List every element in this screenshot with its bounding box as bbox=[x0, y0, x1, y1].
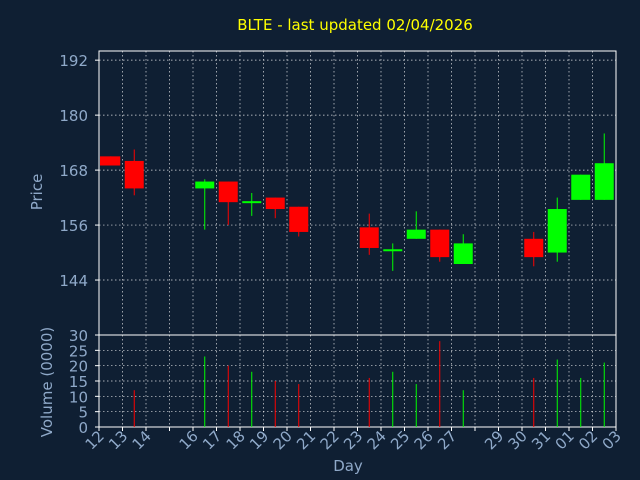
candle-body bbox=[359, 227, 379, 248]
volume-tick-label: 10 bbox=[69, 388, 88, 406]
day-tick-label: 27 bbox=[434, 427, 460, 453]
day-tick-label: 26 bbox=[411, 427, 437, 453]
volume-panel-frame bbox=[98, 334, 617, 428]
candle bbox=[453, 234, 473, 264]
price-grid bbox=[99, 51, 616, 335]
day-tick-label: 17 bbox=[199, 427, 225, 453]
volume-tick-label: 30 bbox=[69, 327, 88, 345]
price-tick-label: 168 bbox=[59, 162, 88, 180]
day-axis-label: Day bbox=[333, 457, 363, 475]
volume-tick-label: 15 bbox=[69, 373, 88, 391]
day-tick-label: 03 bbox=[599, 427, 625, 453]
candle bbox=[571, 174, 591, 200]
volume-tick-label: 20 bbox=[69, 358, 88, 376]
candle bbox=[547, 197, 567, 262]
candle bbox=[524, 231, 544, 267]
day-tick-label: 14 bbox=[129, 427, 155, 453]
chart-title: BLTE - last updated 02/04/2026 bbox=[237, 16, 473, 34]
day-tick-label: 22 bbox=[317, 427, 343, 453]
candle bbox=[195, 179, 215, 230]
candle bbox=[406, 211, 426, 239]
candle-body bbox=[124, 160, 144, 189]
candle bbox=[430, 229, 450, 262]
candle-body bbox=[265, 197, 285, 210]
day-tick-label: 16 bbox=[176, 427, 202, 453]
candle bbox=[100, 156, 121, 166]
candle-body bbox=[524, 238, 544, 258]
day-tick-label: 13 bbox=[105, 427, 131, 453]
candle-body bbox=[571, 174, 591, 200]
candle-body bbox=[242, 201, 262, 204]
candle bbox=[124, 149, 144, 196]
day-tick-label: 19 bbox=[246, 427, 272, 453]
day-tick-label: 20 bbox=[270, 427, 296, 453]
candle-body bbox=[195, 181, 215, 189]
candle-body bbox=[406, 229, 426, 239]
candle bbox=[218, 181, 238, 226]
day-tick-label: 23 bbox=[340, 427, 366, 453]
day-tick-label: 29 bbox=[481, 427, 507, 453]
price-tick-label: 144 bbox=[59, 272, 88, 290]
volume-axis-label: Volume (0000) bbox=[38, 327, 56, 437]
candle-body bbox=[289, 206, 309, 232]
price-tick-label: 156 bbox=[59, 217, 88, 235]
candle bbox=[383, 243, 403, 271]
day-tick-label: 01 bbox=[552, 427, 578, 453]
day-tick-label: 25 bbox=[387, 427, 413, 453]
day-tick-label: 21 bbox=[293, 427, 319, 453]
candle-body bbox=[430, 229, 450, 258]
day-tick-label: 18 bbox=[223, 427, 249, 453]
candle-body bbox=[594, 163, 614, 200]
candle-body bbox=[453, 243, 473, 264]
price-tick-label: 180 bbox=[59, 107, 88, 125]
candle bbox=[594, 133, 614, 200]
candle-body bbox=[218, 181, 238, 203]
day-tick-label: 31 bbox=[528, 427, 554, 453]
day-tick-label: 24 bbox=[364, 427, 390, 453]
candle-body bbox=[100, 156, 121, 166]
volume-tick-label: 0 bbox=[78, 419, 88, 437]
volume-tick-label: 5 bbox=[78, 404, 88, 422]
day-tick-label: 30 bbox=[505, 427, 531, 453]
price-axis-label: Price bbox=[28, 174, 46, 211]
candle-body bbox=[383, 249, 403, 252]
candle bbox=[359, 213, 379, 255]
price-axis: 192 180 168 156 144 bbox=[59, 52, 99, 290]
volume-grid bbox=[99, 335, 616, 427]
volume-series bbox=[133, 341, 605, 427]
candle bbox=[265, 197, 285, 219]
day-tick-label: 02 bbox=[575, 427, 601, 453]
volume-tick-label: 25 bbox=[69, 342, 88, 360]
candle bbox=[242, 193, 262, 216]
candle bbox=[289, 206, 309, 237]
candlestick-series bbox=[100, 133, 614, 271]
price-tick-label: 192 bbox=[59, 52, 88, 70]
candle-body bbox=[547, 209, 567, 253]
